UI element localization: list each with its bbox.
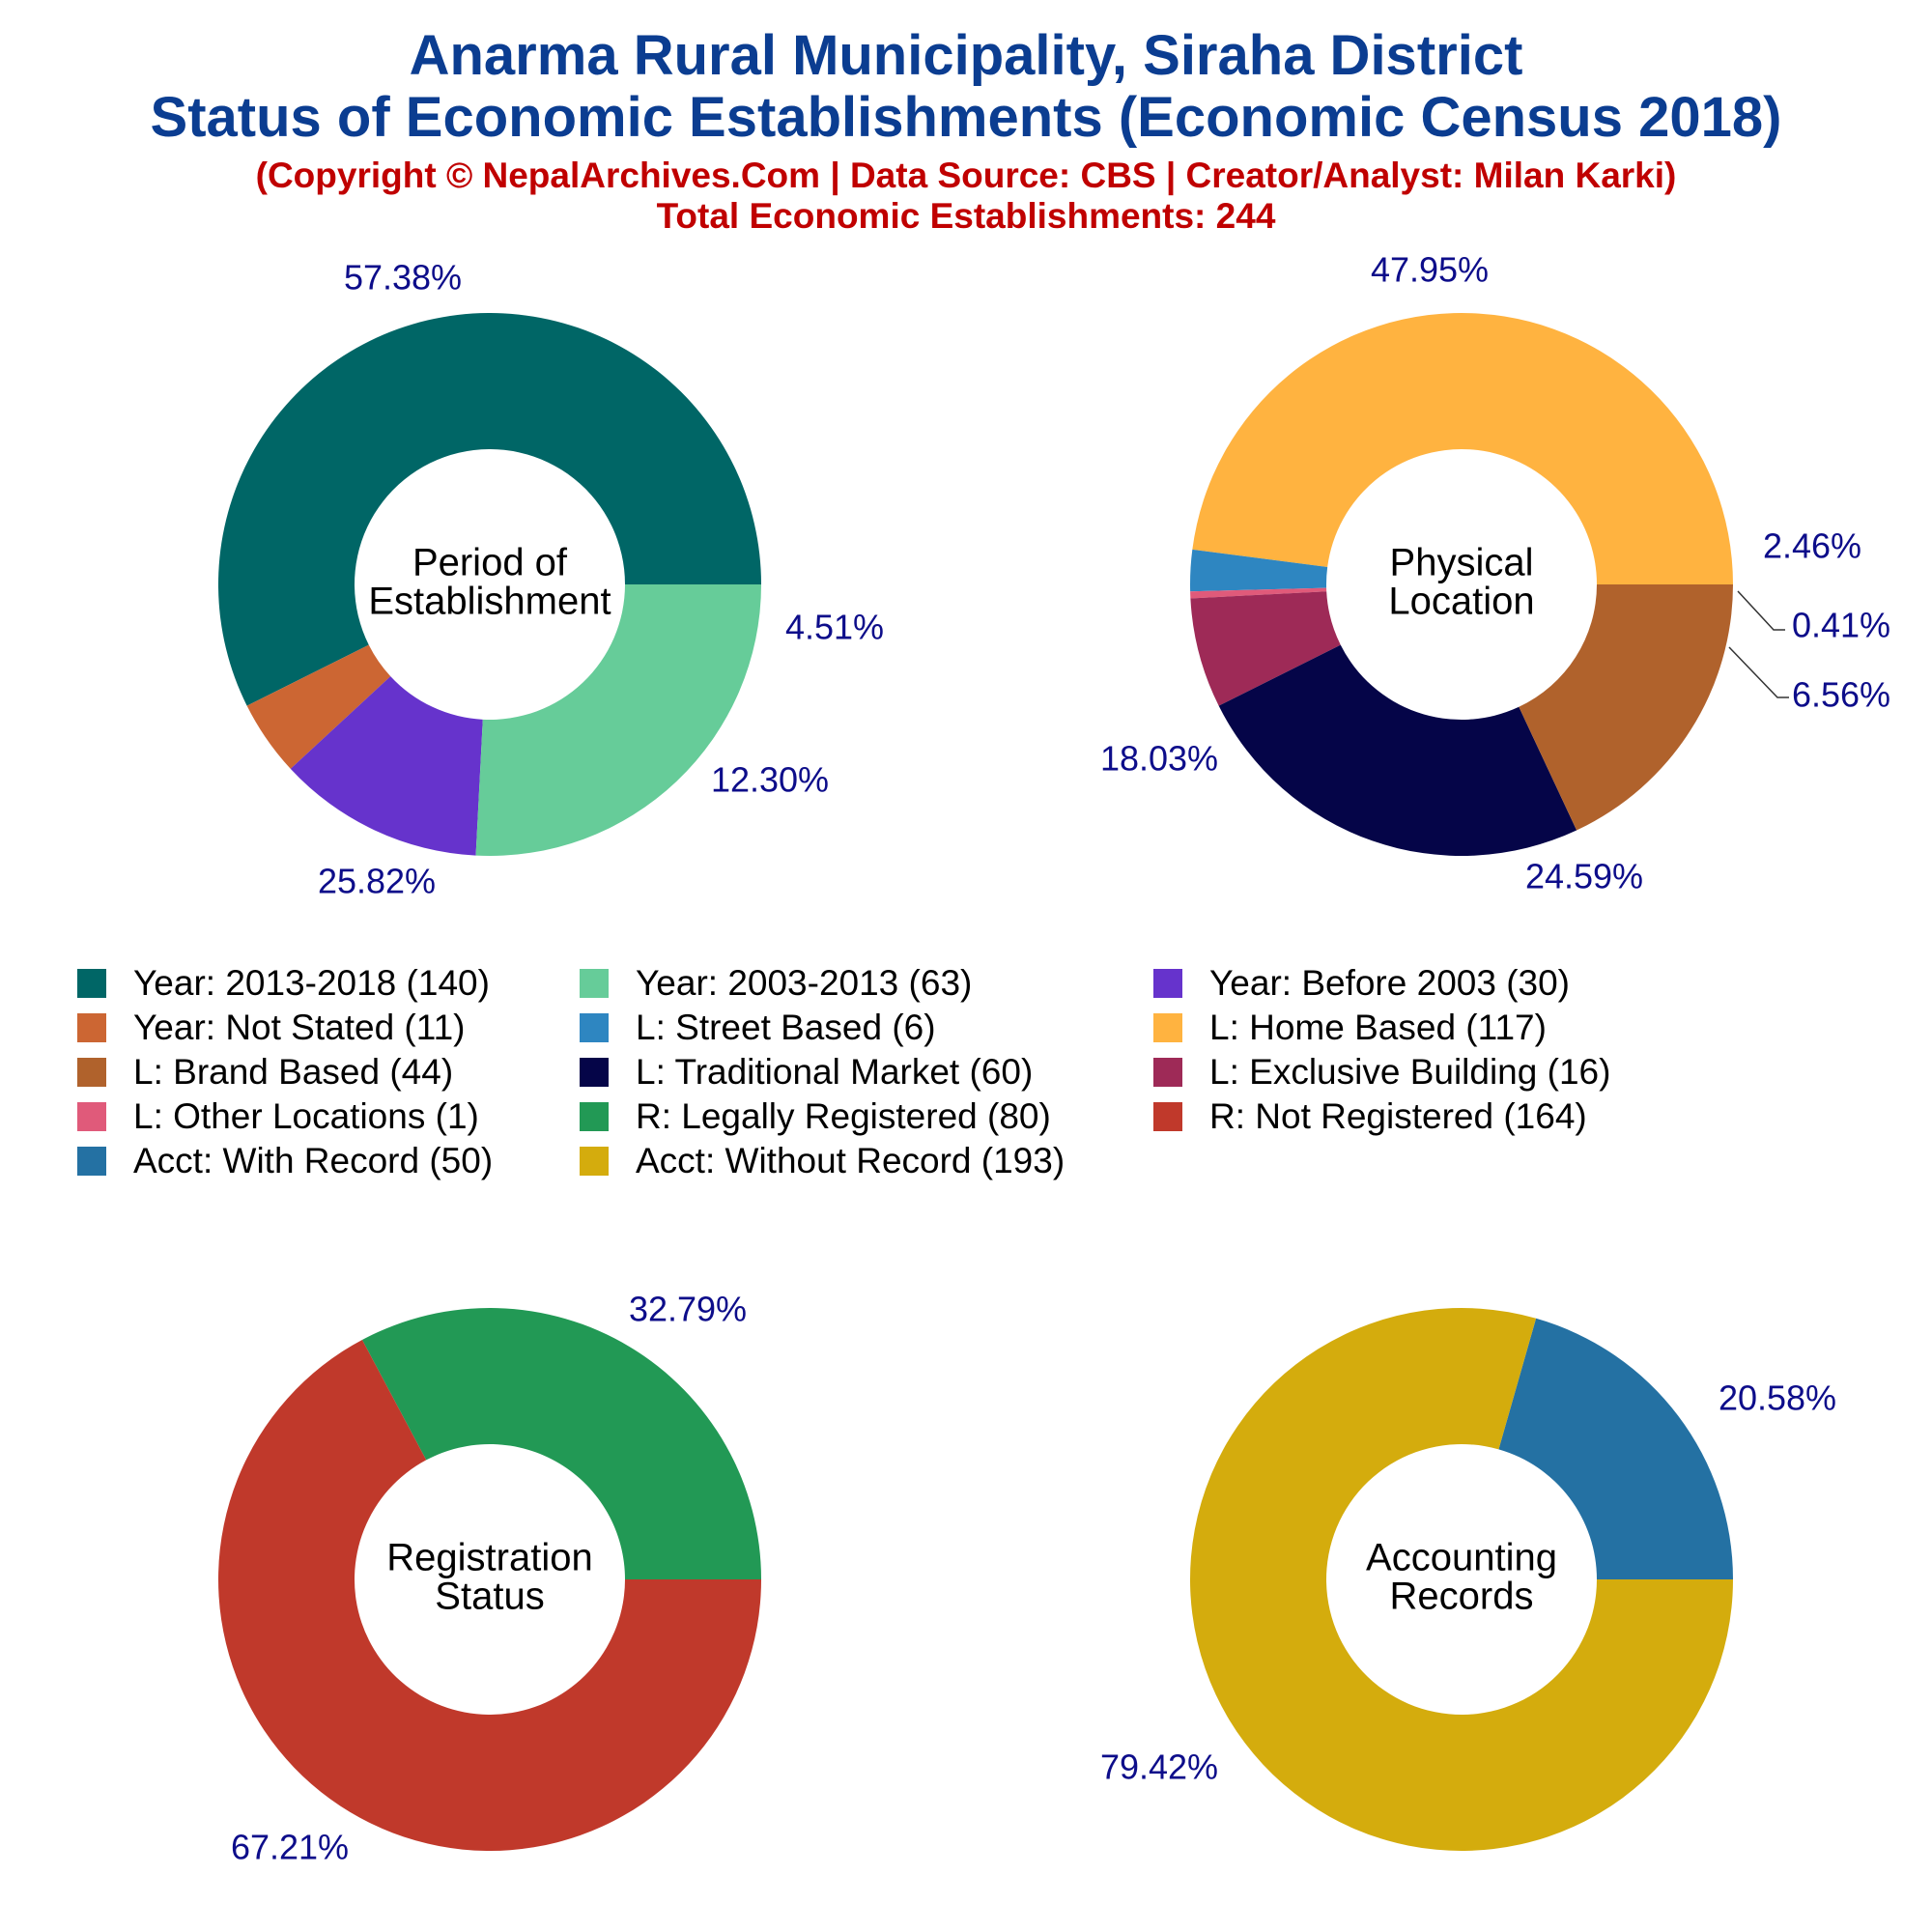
slice-percent-label: 79.42%	[1100, 1747, 1218, 1787]
slice-percent-label: 2.46%	[1763, 526, 1861, 566]
legend-item: L: Street Based (6)	[580, 1007, 936, 1049]
legend-swatch	[77, 969, 106, 998]
legend-item: Acct: With Record (50)	[77, 1140, 493, 1182]
legend-label: Year: 2003-2013 (63)	[636, 963, 973, 1003]
slice-percent-label: 0.41%	[1792, 606, 1890, 645]
donut-slice	[217, 312, 762, 706]
legend-item: L: Other Locations (1)	[77, 1095, 479, 1138]
legend-label: L: Brand Based (44)	[133, 1052, 454, 1092]
donut-slice	[1189, 1307, 1733, 1851]
legend-item: L: Brand Based (44)	[77, 1051, 453, 1094]
donut-slice	[1190, 591, 1341, 706]
donut-slice	[361, 1307, 761, 1579]
donut-slice	[1190, 549, 1328, 592]
slice-percent-label: 47.95%	[1371, 250, 1489, 290]
slice-percent-label: 12.30%	[711, 760, 829, 800]
donut-center-label: Accounting	[1366, 1537, 1557, 1579]
chart-copyright-line: (Copyright © NepalArchives.Com | Data So…	[255, 156, 1677, 195]
label-leader-line	[1737, 590, 1785, 631]
donut-center-label: Status	[435, 1576, 544, 1618]
legend-item: L: Traditional Market (60)	[580, 1051, 1033, 1094]
legend-swatch	[580, 1147, 609, 1176]
chart-total-line: Total Economic Establishments: 244	[656, 196, 1276, 236]
donut-slice	[246, 644, 391, 769]
slice-percent-label: 25.82%	[318, 862, 436, 901]
donut-center-label: Records	[1390, 1576, 1534, 1618]
legend-label: L: Traditional Market (60)	[636, 1052, 1034, 1092]
legend-label: L: Home Based (117)	[1209, 1008, 1547, 1047]
legend-swatch	[77, 1058, 106, 1087]
legend-item: Year: 2003-2013 (63)	[580, 962, 972, 1005]
legend-label: Year: 2013-2018 (140)	[133, 963, 490, 1003]
legend-swatch	[580, 1013, 609, 1042]
legend-item: R: Not Registered (164)	[1153, 1095, 1587, 1138]
donut-slice	[218, 1339, 761, 1852]
legend-item: L: Home Based (117)	[1153, 1007, 1547, 1049]
legend-swatch	[1153, 1102, 1182, 1131]
donut-slice	[1192, 313, 1733, 584]
legend-item: Year: 2013-2018 (140)	[77, 962, 490, 1005]
slice-percent-label: 4.51%	[785, 608, 884, 647]
legend-swatch	[77, 1147, 106, 1176]
slice-percent-label: 32.79%	[629, 1290, 747, 1329]
legend-swatch	[580, 969, 609, 998]
donut-slice	[1519, 584, 1733, 831]
legend-label: Year: Not Stated (11)	[133, 1008, 466, 1047]
legend-label: R: Legally Registered (80)	[636, 1096, 1051, 1136]
donut-slice	[475, 584, 761, 856]
legend-label: R: Not Registered (164)	[1209, 1096, 1587, 1136]
legend-swatch	[580, 1102, 609, 1131]
legend-swatch	[77, 1013, 106, 1042]
donut-center-label: Location	[1388, 581, 1534, 623]
slice-percent-label: 6.56%	[1792, 675, 1890, 715]
donut-slice	[1498, 1318, 1733, 1579]
slice-percent-label: 67.21%	[231, 1828, 349, 1867]
slice-percent-label: 57.38%	[344, 258, 462, 298]
slice-percent-label: 24.59%	[1525, 857, 1643, 896]
chart-title-line1: Anarma Rural Municipality, Siraha Distri…	[409, 24, 1523, 87]
legend-label: Acct: With Record (50)	[133, 1141, 494, 1180]
legend-item: Year: Before 2003 (30)	[1153, 962, 1570, 1005]
label-leader-line	[1728, 646, 1789, 698]
legend-item: Acct: Without Record (193)	[580, 1140, 1065, 1182]
chart-title-line2: Status of Economic Establishments (Econo…	[150, 86, 1782, 149]
donut-center-label: Physical	[1390, 542, 1534, 584]
donut-center-label: Registration	[386, 1537, 592, 1579]
legend-label: Year: Before 2003 (30)	[1209, 963, 1570, 1003]
donut-center-label: Establishment	[368, 581, 611, 623]
legend-swatch	[580, 1058, 609, 1087]
legend-label: L: Street Based (6)	[636, 1008, 936, 1047]
donut-slice	[1218, 644, 1577, 856]
legend-swatch	[1153, 1013, 1182, 1042]
legend-label: L: Other Locations (1)	[133, 1096, 479, 1136]
slice-percent-label: 18.03%	[1100, 739, 1218, 779]
donut-chart-2: 47.95% 2.46% 0.41% 6.56% 24.59% 18.03% Physica…	[1100, 250, 1890, 896]
donut-chart-1: 57.38% 4.51% 12.30% 25.82% Period ofEstablis…	[217, 258, 884, 901]
legend-swatch	[77, 1102, 106, 1131]
slice-percent-label: 20.58%	[1719, 1378, 1836, 1418]
donut-slice	[1190, 587, 1327, 599]
donut-slice	[290, 676, 483, 856]
donut-center-label: Period of	[412, 542, 568, 584]
legend-item: Year: Not Stated (11)	[77, 1007, 465, 1049]
legend-label: Acct: Without Record (193)	[636, 1141, 1065, 1180]
legend-swatch	[1153, 1058, 1182, 1087]
legend-item: L: Exclusive Building (16)	[1153, 1051, 1610, 1094]
legend-label: L: Exclusive Building (16)	[1209, 1052, 1611, 1092]
legend-swatch	[1153, 969, 1182, 998]
legend-item: R: Legally Registered (80)	[580, 1095, 1051, 1138]
